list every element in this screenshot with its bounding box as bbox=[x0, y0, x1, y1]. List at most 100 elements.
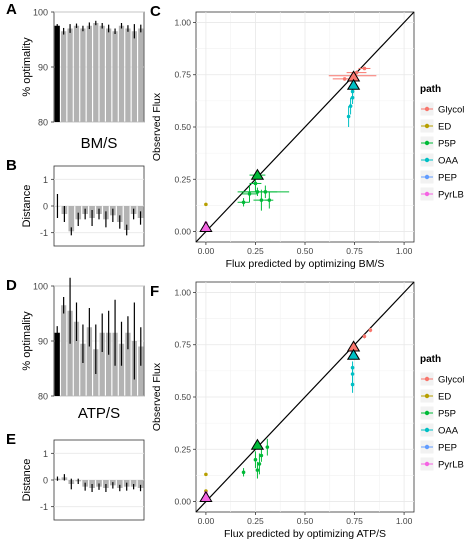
x-tick-label: 0.50 bbox=[297, 246, 314, 256]
data-point bbox=[350, 89, 355, 94]
y-tick-label: 0 bbox=[43, 202, 48, 212]
y-tick-label: 80 bbox=[38, 392, 48, 402]
data-point bbox=[241, 200, 246, 205]
y-tick-label: 1 bbox=[43, 175, 48, 185]
legend-key-point bbox=[424, 427, 430, 433]
mean-triangle bbox=[250, 438, 265, 450]
mean-triangle bbox=[250, 168, 265, 180]
legend-label: P5P bbox=[438, 409, 456, 420]
panel-label: A bbox=[6, 1, 17, 18]
panel-f: F 0.00 0.00 0.25 0.25 0.50 0.50 0.75 0.75 1.00 1.0… bbox=[150, 281, 464, 540]
bar bbox=[80, 343, 86, 396]
legend-key-point bbox=[424, 106, 430, 112]
bar bbox=[96, 480, 102, 487]
data-point bbox=[342, 77, 347, 81]
x-tick-label: 1.00 bbox=[396, 246, 413, 256]
x-tick-label: 0.25 bbox=[247, 516, 264, 526]
data-point bbox=[362, 334, 367, 339]
bar bbox=[123, 206, 130, 230]
panel-label: B bbox=[6, 157, 17, 174]
y-tick-label: 0.00 bbox=[174, 227, 191, 237]
legend: path Glycol ED P5P OAA PEP PyrLB bbox=[419, 354, 464, 472]
bar bbox=[86, 327, 92, 396]
bar bbox=[86, 25, 92, 122]
data-point bbox=[350, 95, 355, 100]
data-point bbox=[255, 468, 260, 472]
bar bbox=[54, 25, 60, 122]
y-tick-label: 1 bbox=[43, 449, 48, 459]
y-axis-label: Observed Flux bbox=[151, 362, 163, 431]
data-point bbox=[253, 457, 258, 462]
panel-label: E bbox=[6, 431, 16, 448]
data-point bbox=[362, 66, 367, 71]
legend-title: path bbox=[420, 354, 441, 365]
bar bbox=[99, 332, 105, 396]
panel-d: D 80 90 100 % optimality ATP/S bbox=[6, 277, 145, 422]
data-point bbox=[350, 382, 355, 387]
legend-label: ED bbox=[438, 392, 451, 403]
legend-label: Glycol bbox=[438, 105, 464, 116]
legend-label: PEP bbox=[438, 173, 457, 184]
bar bbox=[93, 23, 99, 122]
data-point bbox=[348, 104, 353, 108]
data-point bbox=[263, 190, 268, 194]
legend-key-point bbox=[424, 174, 430, 180]
x-tick-label: 0.25 bbox=[247, 246, 264, 256]
bar bbox=[73, 321, 80, 396]
x-tick-label: 0.50 bbox=[297, 516, 314, 526]
bar bbox=[73, 25, 80, 122]
bar bbox=[130, 480, 137, 487]
y-tick-label: 0.50 bbox=[174, 392, 191, 402]
bar bbox=[138, 28, 144, 122]
y-axis-label: % optimality bbox=[21, 37, 33, 97]
bar bbox=[125, 28, 131, 122]
bar bbox=[67, 28, 73, 122]
y-tick-label: -1 bbox=[40, 502, 48, 512]
bar bbox=[61, 31, 67, 122]
legend-key-point bbox=[424, 140, 430, 146]
legend-label: PyrLB bbox=[438, 460, 464, 471]
mean-triangle bbox=[199, 220, 213, 232]
legend-key-point bbox=[424, 123, 430, 129]
y-tick-label: 0.75 bbox=[174, 70, 191, 80]
y-axis-label: Distance bbox=[21, 185, 33, 228]
bar bbox=[67, 310, 73, 396]
bar bbox=[75, 206, 82, 220]
bar bbox=[118, 25, 125, 122]
x-axis-label: Flux predicted by optimizing BM/S bbox=[226, 258, 385, 270]
bar bbox=[68, 206, 75, 232]
legend: path Glycol ED P5P OAA PEP PyrLB bbox=[419, 84, 464, 202]
x-axis-label: ATP/S bbox=[78, 405, 120, 422]
bar bbox=[138, 346, 144, 396]
y-tick-label: 0.00 bbox=[174, 497, 191, 507]
data-point bbox=[267, 198, 272, 202]
panel-label: F bbox=[150, 283, 159, 300]
legend-label: ED bbox=[438, 122, 451, 133]
x-tick-label: 0.00 bbox=[198, 246, 215, 256]
legend-label: OAA bbox=[438, 156, 459, 167]
data-point bbox=[368, 328, 373, 332]
mean-triangle bbox=[346, 78, 361, 90]
x-tick-label: 0.75 bbox=[346, 516, 363, 526]
y-axis-label: Distance bbox=[21, 459, 33, 502]
y-tick-label: 100 bbox=[33, 282, 48, 292]
bar bbox=[137, 480, 144, 488]
bar bbox=[116, 206, 123, 222]
data-point bbox=[259, 453, 264, 458]
bar bbox=[54, 332, 60, 396]
y-tick-label: 80 bbox=[38, 118, 48, 128]
y-tick-label: 1.00 bbox=[174, 17, 191, 27]
bar bbox=[116, 480, 123, 488]
y-tick-label: 0.50 bbox=[174, 122, 191, 132]
data-point bbox=[265, 445, 270, 449]
y-tick-label: 0 bbox=[43, 476, 48, 486]
data-point bbox=[247, 192, 252, 196]
panel-a: A 80 90 100 % optimality BM/S bbox=[6, 1, 145, 152]
legend-label: P5P bbox=[438, 139, 456, 150]
identity-line bbox=[195, 281, 415, 513]
x-tick-label: 0.75 bbox=[346, 246, 363, 256]
legend-key-point bbox=[424, 444, 430, 450]
y-tick-label: 90 bbox=[38, 63, 48, 73]
